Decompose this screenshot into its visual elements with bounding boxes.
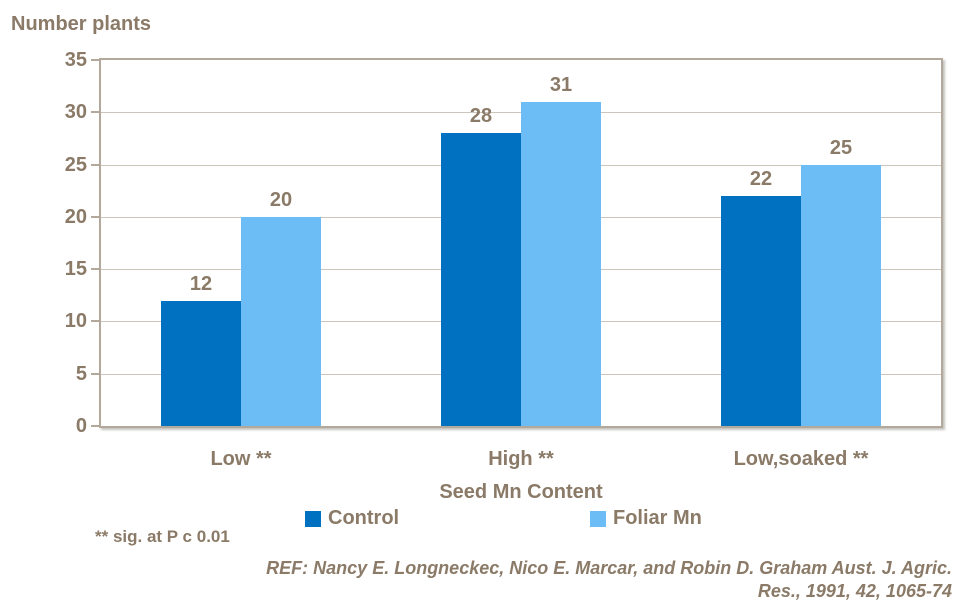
chart-title: Number plants bbox=[11, 13, 152, 35]
legend-item-control: Control bbox=[305, 507, 399, 530]
foliar-mn-swatch-icon bbox=[590, 510, 606, 527]
bar-foliar-mn-1 bbox=[241, 217, 321, 426]
y-tick-label-35: 35 bbox=[64, 49, 87, 71]
category-label-3: Low,soaked ** bbox=[733, 448, 869, 470]
y-tick-mark-35 bbox=[91, 59, 99, 61]
data-label-foliar-mn-1: 20 bbox=[269, 189, 293, 211]
significance-footnote: ** sig. at P c 0.01 bbox=[95, 527, 230, 546]
y-tick-mark-20 bbox=[91, 215, 99, 218]
data-label-control-2: 28 bbox=[469, 105, 493, 127]
y-tick-label-10: 10 bbox=[64, 310, 87, 333]
bar-control-1 bbox=[161, 301, 241, 426]
y-tick-mark-15 bbox=[91, 268, 99, 271]
data-label-foliar-mn-3: 25 bbox=[829, 137, 853, 159]
bar-foliar-mn-3 bbox=[801, 165, 881, 426]
bar-control-3 bbox=[721, 196, 801, 426]
category-label-2: High ** bbox=[488, 448, 554, 470]
y-tick-mark-10 bbox=[91, 320, 99, 323]
y-tick-mark-25 bbox=[91, 163, 99, 166]
y-tick-label-15: 15 bbox=[64, 258, 87, 281]
reference-line-2: Res., 1991, 42, 1065-74 bbox=[757, 581, 952, 601]
y-tick-label-5: 5 bbox=[75, 362, 87, 385]
control-swatch-icon bbox=[305, 510, 321, 527]
reference-citation: REF: Nancy E. Longneckec, Nico E. Marcar… bbox=[102, 557, 952, 603]
reference-line-1: REF: Nancy E. Longneckec, Nico E. Marcar… bbox=[266, 558, 952, 578]
y-tick-mark-5 bbox=[91, 372, 99, 375]
category-label-1: Low ** bbox=[210, 448, 272, 470]
y-tick-label-0: 0 bbox=[75, 415, 87, 437]
y-tick-mark-0 bbox=[91, 425, 99, 427]
y-tick-label-25: 25 bbox=[64, 153, 87, 176]
legend-item-foliar-mn: Foliar Mn bbox=[590, 507, 702, 530]
bar-control-2 bbox=[441, 133, 521, 426]
data-label-foliar-mn-2: 31 bbox=[549, 74, 573, 96]
data-label-control-3: 22 bbox=[749, 168, 773, 190]
plot-area: 12 20 28 31 22 25 bbox=[99, 58, 943, 428]
bar-foliar-mn-2 bbox=[521, 102, 601, 426]
data-label-control-1: 12 bbox=[189, 273, 213, 295]
legend-label-foliar-mn: Foliar Mn bbox=[613, 507, 702, 529]
legend-label-control: Control bbox=[328, 507, 400, 529]
y-tick-label-20: 20 bbox=[64, 205, 87, 228]
y-tick-label-30: 30 bbox=[64, 101, 87, 124]
x-axis-title: Seed Mn Content bbox=[439, 481, 603, 503]
y-tick-mark-30 bbox=[91, 111, 99, 114]
